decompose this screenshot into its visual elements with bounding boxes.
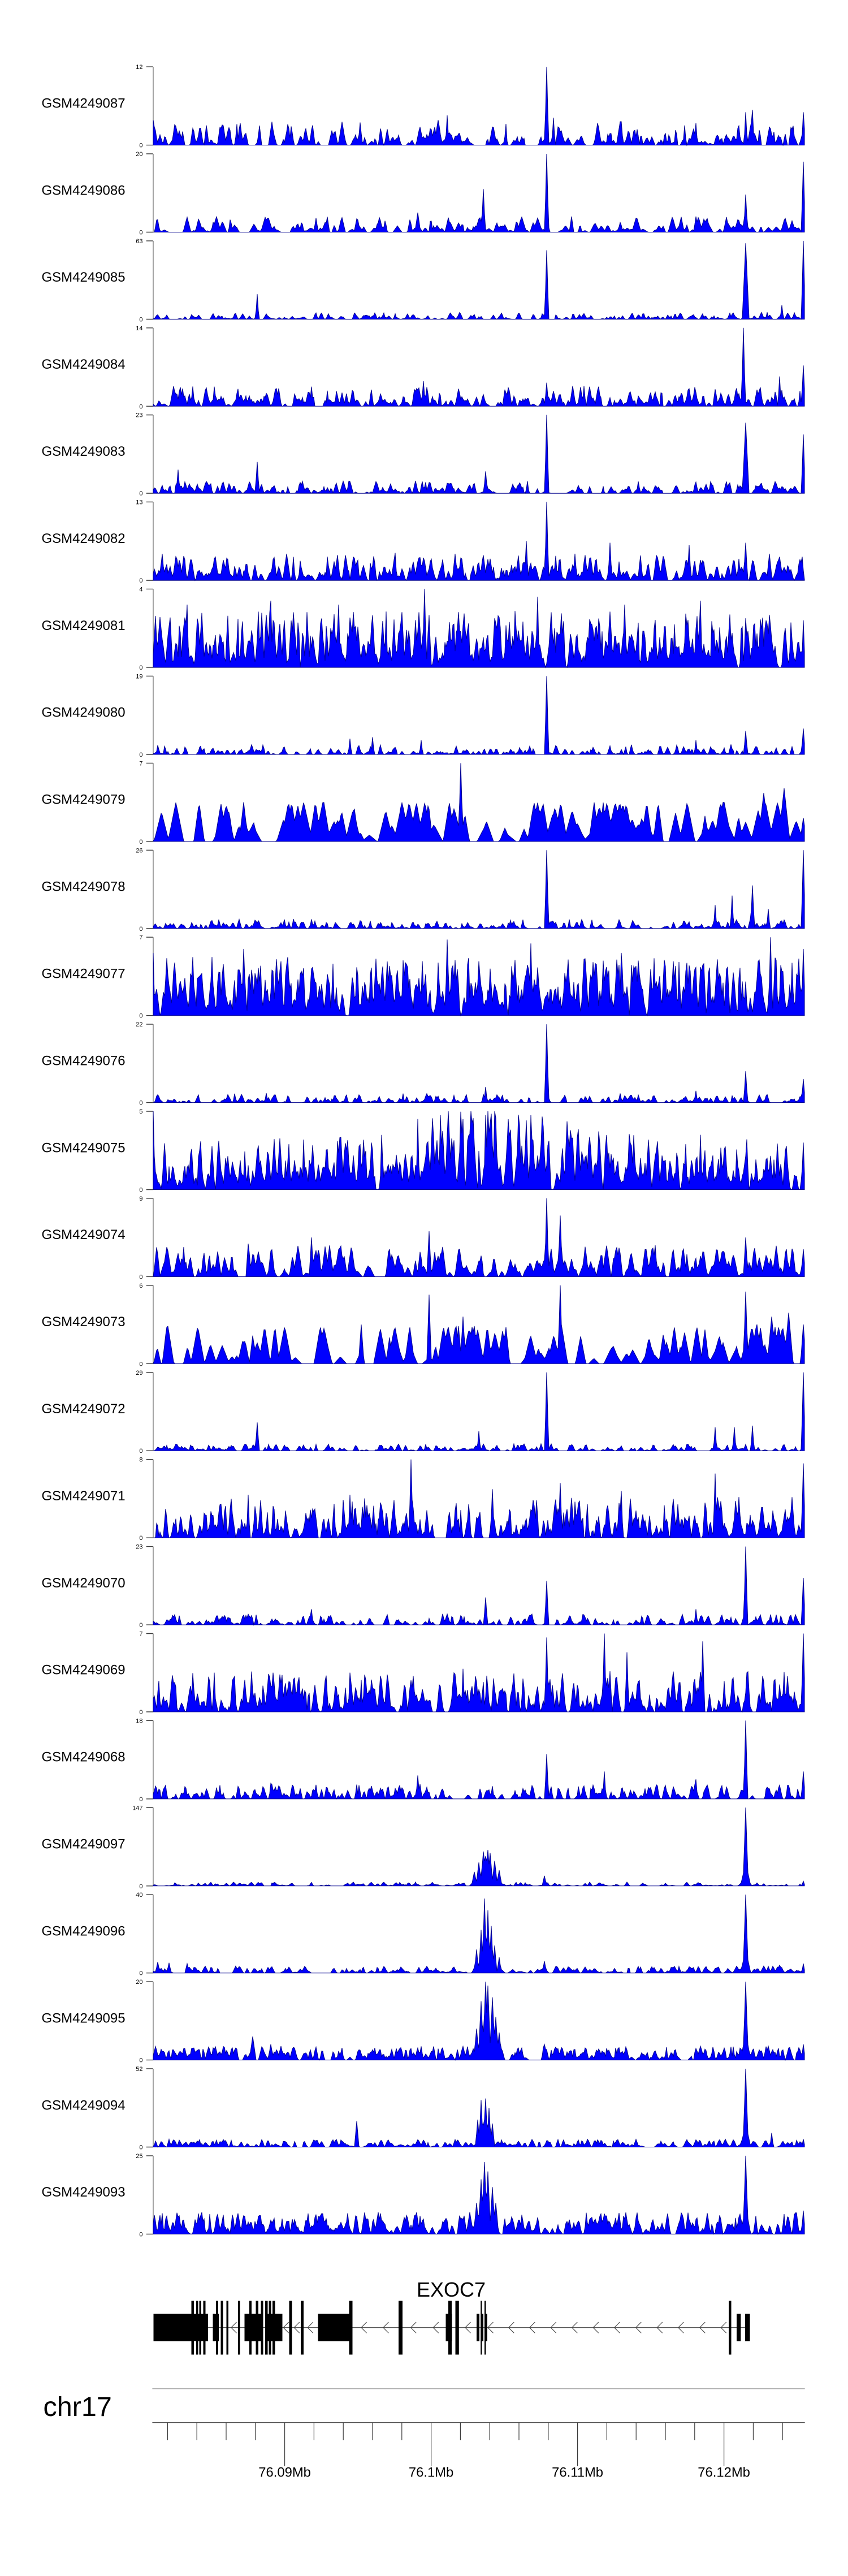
svg-text:GSM4249085: GSM4249085 (42, 270, 126, 285)
svg-text:GSM4249095: GSM4249095 (42, 2010, 126, 2026)
svg-text:22: 22 (136, 1021, 142, 1028)
svg-text:GSM4249071: GSM4249071 (42, 1488, 126, 1504)
svg-text:147: 147 (132, 1805, 142, 1811)
svg-text:GSM4249078: GSM4249078 (42, 879, 126, 895)
svg-text:0: 0 (139, 1535, 142, 1542)
svg-text:20: 20 (136, 151, 142, 158)
svg-text:13: 13 (136, 499, 142, 506)
svg-text:chr17: chr17 (44, 2392, 112, 2422)
svg-text:63: 63 (136, 238, 142, 245)
svg-text:0: 0 (139, 316, 142, 323)
svg-text:7: 7 (139, 934, 142, 941)
svg-text:GSM4249086: GSM4249086 (42, 183, 126, 198)
svg-text:GSM4249093: GSM4249093 (42, 2185, 126, 2200)
svg-text:9: 9 (139, 1196, 142, 1202)
svg-text:0: 0 (139, 752, 142, 758)
svg-text:26: 26 (136, 847, 142, 854)
svg-text:25: 25 (136, 2153, 142, 2160)
svg-text:6: 6 (139, 1283, 142, 1289)
svg-text:0: 0 (139, 1187, 142, 1194)
svg-text:0: 0 (139, 2057, 142, 2064)
svg-text:GSM4249087: GSM4249087 (42, 96, 126, 111)
svg-text:52: 52 (136, 2066, 142, 2073)
svg-text:7: 7 (139, 760, 142, 767)
svg-text:0: 0 (139, 2144, 142, 2151)
svg-text:0: 0 (139, 230, 142, 236)
svg-text:GSM4249081: GSM4249081 (42, 618, 126, 633)
svg-text:7: 7 (139, 1631, 142, 1638)
svg-text:GSM4249094: GSM4249094 (42, 2098, 126, 2113)
svg-text:GSM4249082: GSM4249082 (42, 531, 126, 546)
svg-text:0: 0 (139, 577, 142, 584)
svg-text:5: 5 (139, 1108, 142, 1115)
svg-text:0: 0 (139, 1883, 142, 1890)
svg-text:0: 0 (139, 1274, 142, 1280)
svg-text:GSM4249083: GSM4249083 (42, 444, 126, 459)
svg-text:0: 0 (139, 1448, 142, 1455)
svg-text:0: 0 (139, 1622, 142, 1629)
svg-text:GSM4249073: GSM4249073 (42, 1314, 126, 1330)
svg-text:GSM4249068: GSM4249068 (42, 1750, 126, 1765)
svg-text:76.11Mb: 76.11Mb (552, 2465, 603, 2480)
svg-text:0: 0 (139, 403, 142, 410)
svg-text:0: 0 (139, 839, 142, 845)
svg-text:0: 0 (139, 490, 142, 497)
svg-text:14: 14 (136, 325, 142, 332)
svg-text:GSM4249072: GSM4249072 (42, 1401, 126, 1417)
svg-text:GSM4249077: GSM4249077 (42, 966, 126, 981)
svg-text:0: 0 (139, 665, 142, 671)
svg-text:GSM4249097: GSM4249097 (42, 1837, 126, 1852)
svg-text:18: 18 (136, 1718, 142, 1724)
svg-text:23: 23 (136, 412, 142, 419)
svg-text:20: 20 (136, 1979, 142, 1986)
svg-text:23: 23 (136, 1544, 142, 1551)
svg-text:GSM4249070: GSM4249070 (42, 1576, 126, 1591)
svg-text:GSM4249074: GSM4249074 (42, 1227, 126, 1242)
svg-text:GSM4249076: GSM4249076 (42, 1053, 126, 1068)
svg-text:GSM4249079: GSM4249079 (42, 792, 126, 808)
svg-text:0: 0 (139, 2231, 142, 2238)
svg-text:GSM4249084: GSM4249084 (42, 357, 126, 372)
svg-text:19: 19 (136, 674, 142, 680)
svg-text:29: 29 (136, 1370, 142, 1377)
svg-text:0: 0 (139, 926, 142, 933)
svg-text:GSM4249075: GSM4249075 (42, 1140, 126, 1155)
svg-text:GSM4249096: GSM4249096 (42, 1924, 126, 1939)
svg-text:EXOC7: EXOC7 (417, 2278, 486, 2301)
svg-text:76.1Mb: 76.1Mb (409, 2465, 453, 2480)
svg-text:0: 0 (139, 1970, 142, 1977)
svg-text:0: 0 (139, 1361, 142, 1367)
svg-text:12: 12 (136, 64, 142, 71)
svg-text:0: 0 (139, 1709, 142, 1716)
svg-text:0: 0 (139, 1013, 142, 1020)
svg-text:0: 0 (139, 143, 142, 149)
svg-text:GSM4249080: GSM4249080 (42, 705, 126, 720)
svg-text:4: 4 (139, 586, 142, 593)
svg-text:76.09Mb: 76.09Mb (258, 2465, 311, 2480)
svg-text:76.12Mb: 76.12Mb (698, 2465, 750, 2480)
svg-text:40: 40 (136, 1892, 142, 1898)
svg-text:GSM4249069: GSM4249069 (42, 1663, 126, 1678)
svg-text:0: 0 (139, 1796, 142, 1803)
svg-text:0: 0 (139, 1100, 142, 1107)
svg-text:8: 8 (139, 1457, 142, 1464)
